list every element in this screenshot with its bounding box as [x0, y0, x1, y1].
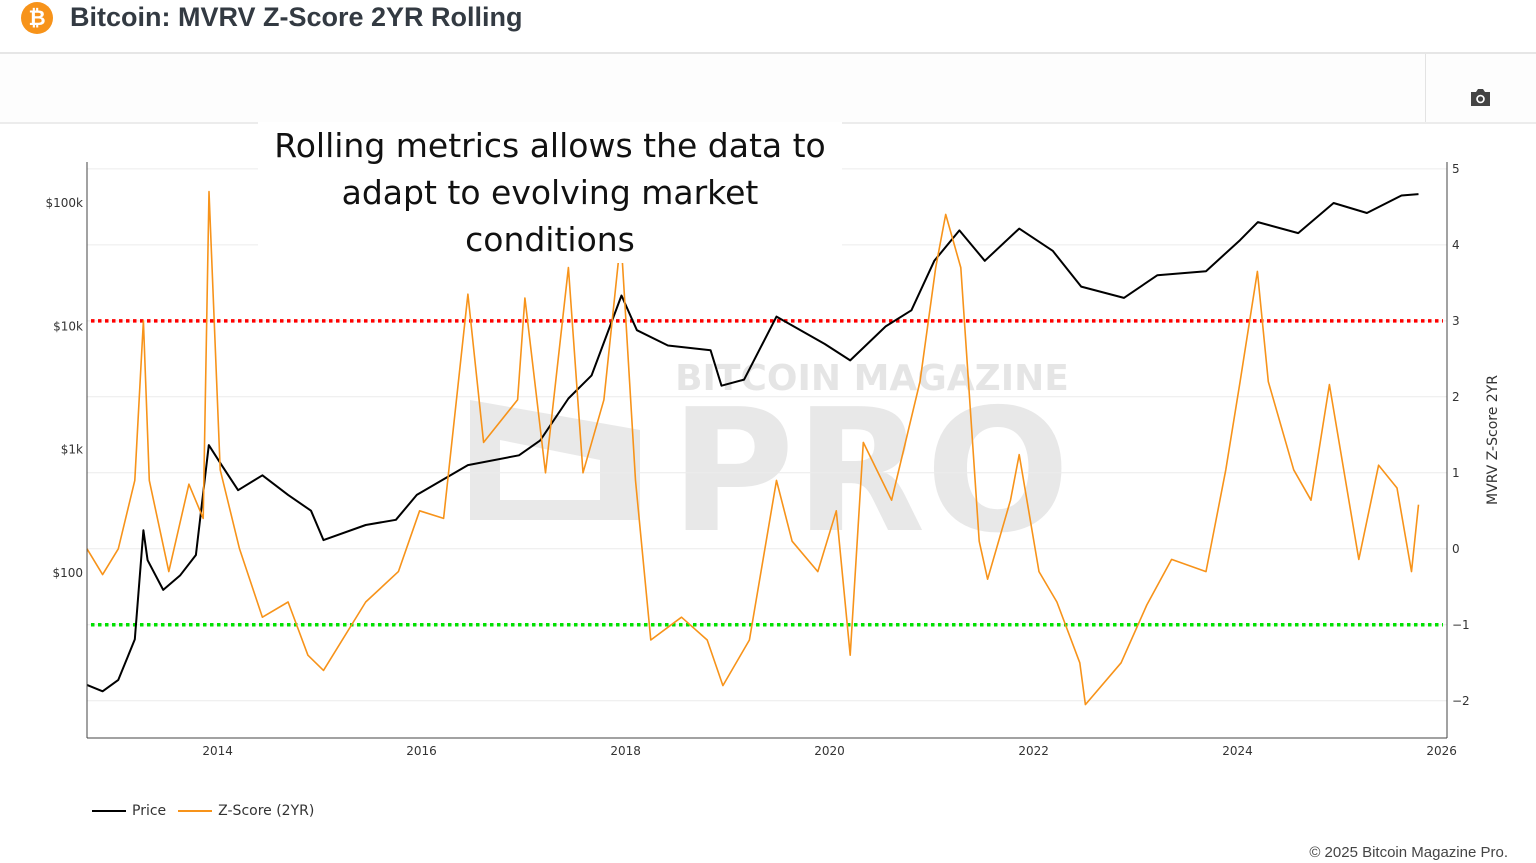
watermark-text-big: PRO — [670, 373, 1070, 571]
x-tick-label: 2022 — [1018, 744, 1049, 758]
y-left-tick-label: $10k — [53, 319, 83, 333]
x-tick-label: 2026 — [1426, 744, 1457, 758]
y-left-tick-label: $1k — [61, 443, 83, 457]
y-right-tick-label: 4 — [1452, 238, 1460, 252]
legend-item-price[interactable]: Price — [92, 803, 166, 819]
y-right-tick-label: −2 — [1452, 694, 1470, 708]
x-tick-label: 2014 — [202, 744, 233, 758]
chart-annotation: Rolling metrics allows the data to adapt… — [258, 122, 842, 263]
axes: −2 −1 0 1 2 3 4 5 $100 $1k $10k $100k 2014 2016 2018 20… — [46, 162, 1502, 758]
series-line-price — [86, 193, 1419, 693]
legend-item-zscore[interactable]: Z-Score (2YR) — [178, 803, 314, 819]
bitcoin-icon: ₿ — [21, 2, 53, 34]
x-tick-label: 2020 — [814, 744, 845, 758]
legend-swatch-price — [92, 810, 126, 812]
watermark-logo: BITCOIN MAGAZINE PRO — [470, 358, 1070, 571]
y-right-tick-label: 0 — [1452, 542, 1460, 556]
legend-label-zscore: Z-Score (2YR) — [218, 803, 315, 819]
y-right-tick-label: −1 — [1452, 618, 1470, 632]
threshold-lines — [91, 319, 1443, 627]
series-lines — [86, 190, 1420, 706]
y-right-tick-label: 1 — [1452, 466, 1460, 480]
legend: Price Z-Score (2YR) — [92, 803, 326, 819]
legend-swatch-zscore — [178, 810, 213, 812]
y-right-tick-label: 3 — [1452, 314, 1460, 328]
y-right-tick-label: 5 — [1452, 162, 1460, 176]
page-title: Bitcoin: MVRV Z-Score 2YR Rolling — [70, 2, 523, 32]
x-tick-label: 2016 — [406, 744, 437, 758]
legend-label-price: Price — [132, 803, 167, 819]
y-right-axis-title: MVRV Z-Score 2YR — [1485, 375, 1501, 505]
annotation-line-1: Rolling metrics allows the data to — [274, 126, 826, 165]
watermark-text-top: BITCOIN MAGAZINE — [675, 358, 1069, 399]
annotation-line-2: adapt to evolving market conditions — [341, 173, 759, 259]
camera-icon[interactable] — [1469, 88, 1492, 107]
copyright: © 2025 Bitcoin Magazine Pro. — [1309, 844, 1508, 861]
series-line-zscore — [86, 190, 1420, 706]
toolbar-divider — [1425, 54, 1426, 122]
y-left-tick-label: $100k — [46, 196, 84, 210]
y-right-tick-label: 2 — [1452, 390, 1460, 404]
x-tick-label: 2024 — [1222, 744, 1253, 758]
y-left-tick-label: $100 — [52, 566, 83, 580]
page-header: ₿ Bitcoin: MVRV Z-Score 2YR Rolling — [0, 0, 1536, 54]
x-tick-label: 2018 — [610, 744, 641, 758]
